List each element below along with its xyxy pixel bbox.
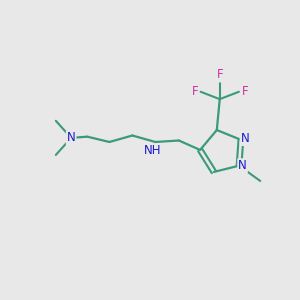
Text: F: F: [191, 85, 198, 98]
Text: F: F: [242, 85, 248, 98]
Text: N: N: [241, 132, 249, 145]
Text: N: N: [67, 131, 76, 144]
Text: NH: NH: [144, 144, 162, 157]
Text: N: N: [238, 159, 247, 172]
Text: F: F: [216, 68, 223, 82]
